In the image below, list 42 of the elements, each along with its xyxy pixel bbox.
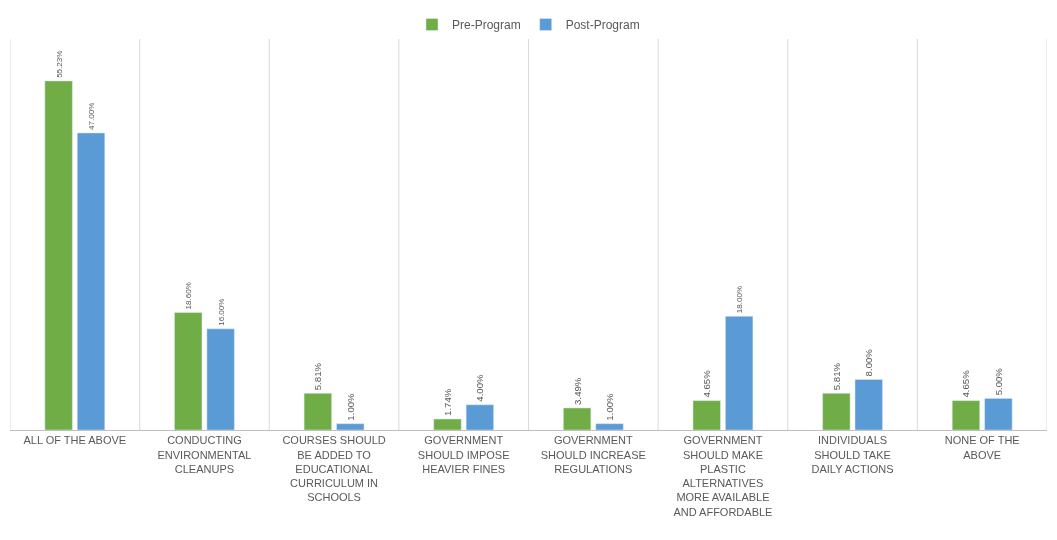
bar: [692, 400, 721, 430]
bar: [174, 312, 203, 430]
bar: [303, 393, 332, 430]
data-label: 4.65%: [701, 369, 713, 398]
x-tick-label: NONE OF THE ABOVE: [944, 434, 1020, 461]
x-tick-label: INDIVIDUALS SHOULD TAKE DAILY ACTIONS: [811, 434, 894, 475]
data-label: 18.00%: [735, 285, 745, 314]
x-tick-label: ALL OF THE ABOVE: [23, 434, 127, 447]
data-label: 4.00%: [474, 373, 486, 402]
x-tick-label: GOVERNMENT SHOULD MAKE PLASTIC ALTERNATIVES MORE AVAILABLE AND AFFORDABLE: [673, 434, 773, 518]
bar: [76, 132, 106, 430]
legend-label: Post-Program: [565, 18, 640, 33]
data-label: 16.00%: [216, 298, 226, 326]
bar: [822, 393, 851, 430]
data-label: 5.00%: [992, 367, 1004, 396]
bar: [433, 418, 462, 430]
x-tick-label: COURSES SHOULD BE ADDED TO EDUCATIONAL CURRICULUM IN SCHOOLS: [282, 434, 386, 504]
data-label: 18.60%: [184, 282, 194, 310]
x-tick-label: CONDUCTING ENVIRONMENTAL CLEANUPS: [157, 434, 252, 475]
data-label: 5.81%: [312, 362, 324, 391]
bar: [44, 80, 73, 430]
data-label: 4.65%: [960, 369, 972, 398]
bar: [951, 400, 981, 430]
bar: [725, 315, 754, 430]
x-tick-label: GOVERNMENT SHOULD INCREASE REGULATIONS: [540, 434, 646, 475]
data-label: 47.00%: [86, 102, 96, 130]
bar: [563, 407, 592, 430]
bar: [595, 423, 624, 430]
data-label: 55.23%: [54, 50, 64, 78]
data-label: 1.00%: [604, 392, 616, 421]
data-label: 1.00%: [344, 392, 356, 421]
legend-label: Pre-Program: [452, 18, 521, 33]
x-tick-label: GOVERNMENT SHOULD IMPOSE HEAVIER FINES: [417, 434, 510, 475]
bar: [465, 404, 494, 430]
data-label: 5.81%: [830, 362, 842, 391]
data-label: 8.00%: [863, 348, 875, 377]
data-label: 3.49%: [571, 377, 583, 405]
bar: [984, 398, 1013, 430]
data-label: 1.74%: [441, 388, 453, 416]
bar: [336, 423, 365, 430]
bar: [854, 379, 883, 430]
bar: [206, 328, 235, 430]
